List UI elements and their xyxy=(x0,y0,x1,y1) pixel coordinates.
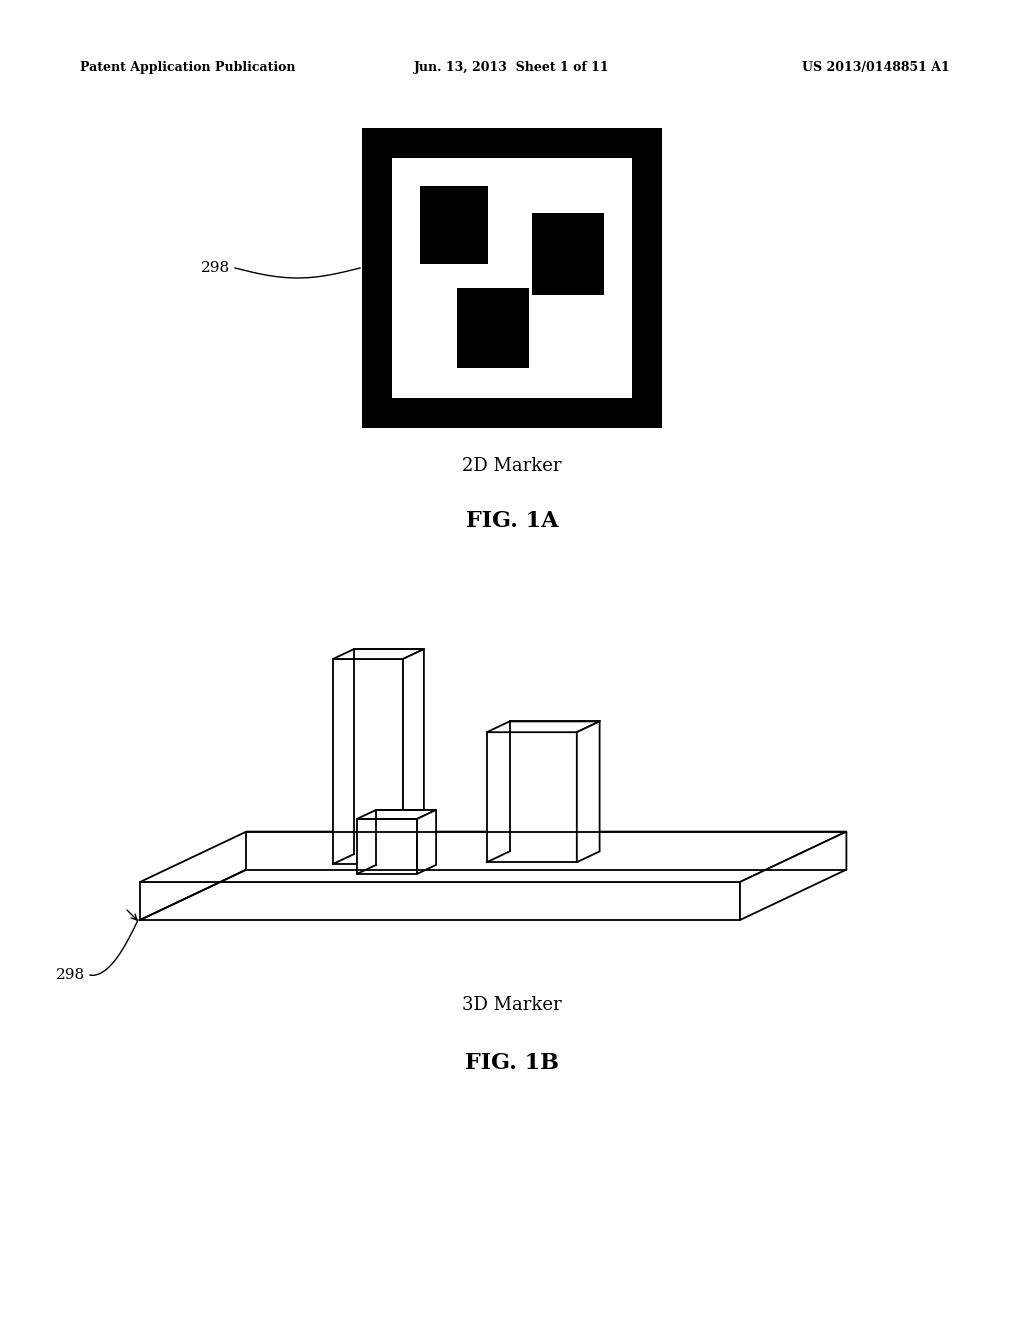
Polygon shape xyxy=(403,649,424,865)
Text: 298: 298 xyxy=(201,261,230,275)
Text: Patent Application Publication: Patent Application Publication xyxy=(80,62,296,74)
Polygon shape xyxy=(486,733,577,862)
Text: FIG. 1A: FIG. 1A xyxy=(466,510,558,532)
Polygon shape xyxy=(417,810,436,874)
Text: 2D Marker: 2D Marker xyxy=(462,457,562,475)
Polygon shape xyxy=(486,722,600,733)
Bar xyxy=(362,128,662,428)
Text: 298: 298 xyxy=(56,968,85,982)
Polygon shape xyxy=(333,649,424,659)
Polygon shape xyxy=(740,832,847,920)
Polygon shape xyxy=(333,659,403,865)
Bar xyxy=(420,186,488,264)
Text: 3D Marker: 3D Marker xyxy=(462,997,562,1014)
Polygon shape xyxy=(357,810,436,818)
Text: Jun. 13, 2013  Sheet 1 of 11: Jun. 13, 2013 Sheet 1 of 11 xyxy=(414,62,610,74)
Polygon shape xyxy=(140,832,847,882)
Bar xyxy=(392,158,632,399)
Text: FIG. 1B: FIG. 1B xyxy=(465,1052,559,1074)
Polygon shape xyxy=(140,882,740,920)
Bar xyxy=(532,213,604,294)
Polygon shape xyxy=(577,722,600,862)
Bar xyxy=(457,288,529,368)
Text: US 2013/0148851 A1: US 2013/0148851 A1 xyxy=(802,62,950,74)
Polygon shape xyxy=(357,818,417,874)
